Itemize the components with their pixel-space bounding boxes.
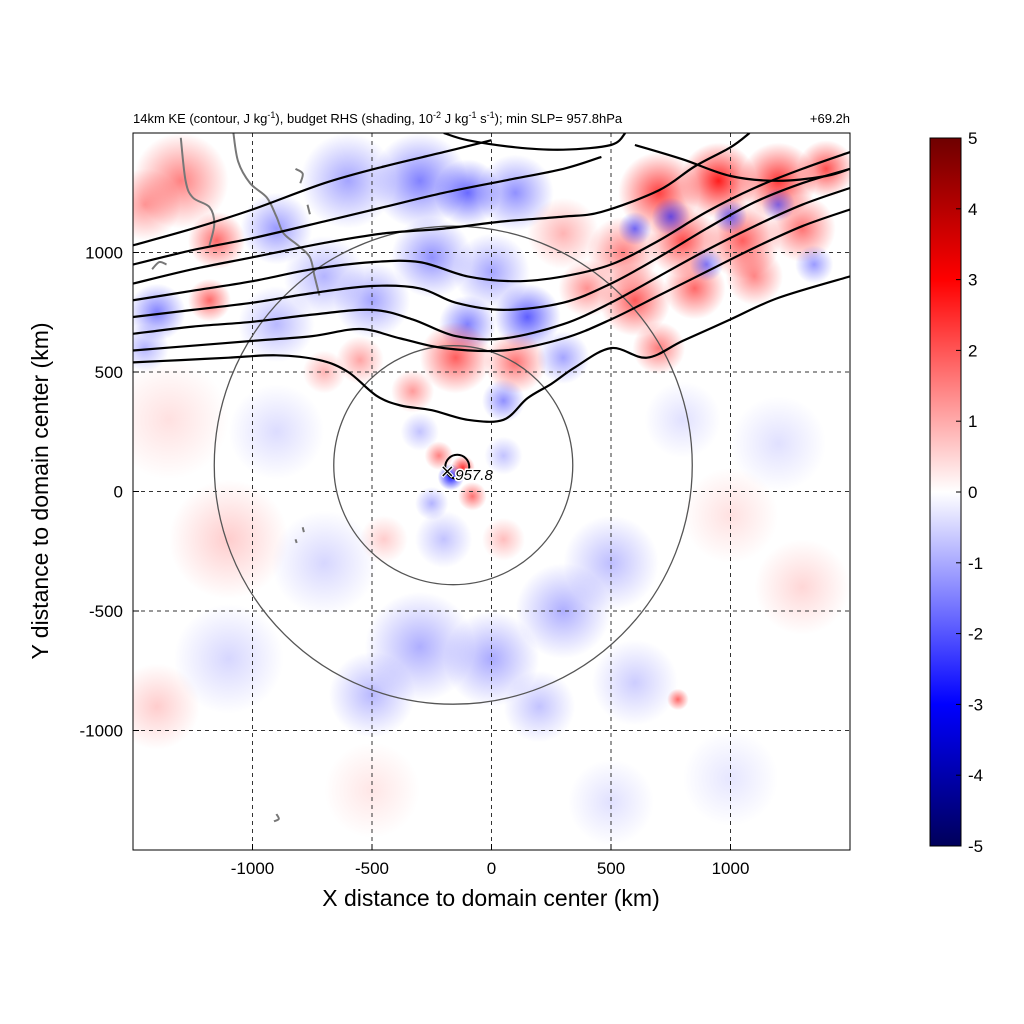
coastline-2 bbox=[151, 260, 167, 270]
y-axis-ticks: -1000 -500 0 500 1000 bbox=[80, 244, 139, 741]
y-tick-label-1: -500 bbox=[89, 602, 123, 621]
ke-contour-9 bbox=[634, 143, 850, 182]
coastline-6 bbox=[301, 527, 305, 533]
colorbar-tick-label-0: -5 bbox=[968, 837, 983, 856]
ke-contour-2 bbox=[133, 133, 751, 285]
shading-blob-38 bbox=[632, 321, 686, 375]
shading-blob-55 bbox=[271, 510, 377, 616]
chart-time-label: +69.2h bbox=[810, 111, 850, 126]
shading-blob-36 bbox=[725, 247, 784, 306]
shading-blob-74 bbox=[567, 759, 655, 846]
chart-title: 14km KE (contour, J kg-1), budget RHS (s… bbox=[133, 110, 623, 126]
colorbar-tick-label-7: 2 bbox=[968, 341, 977, 360]
ke-contour-5 bbox=[133, 186, 850, 341]
shading-blob-60 bbox=[133, 663, 200, 750]
shading-blob-48 bbox=[458, 481, 487, 511]
ke-contour-0 bbox=[133, 139, 492, 247]
storm-center: × 957.8 bbox=[439, 453, 495, 485]
shading-blob-5 bbox=[240, 192, 313, 265]
shading-blob-2 bbox=[133, 168, 181, 241]
colorbar-ticks: -5 -4 -3 -2 -1 0 1 2 3 4 5 bbox=[956, 129, 983, 856]
ke-contour-6 bbox=[133, 208, 850, 353]
x-tick-label-3: 500 bbox=[597, 859, 625, 878]
storm-center-label: 957.8 bbox=[455, 467, 493, 484]
shading-blob-6 bbox=[300, 133, 396, 229]
colorbar-tick-label-2: -3 bbox=[968, 695, 983, 714]
shading-blob-67 bbox=[591, 639, 678, 726]
shading-blob-75 bbox=[644, 381, 721, 459]
shading-blob-53 bbox=[481, 517, 525, 561]
shading-blob-34 bbox=[599, 264, 671, 337]
shading-blob-56 bbox=[168, 479, 289, 600]
ke-contour-8 bbox=[443, 133, 627, 151]
shading-blob-27 bbox=[680, 142, 757, 220]
y-axis-label: Y distance to domain center (km) bbox=[27, 322, 53, 659]
coastline-7 bbox=[294, 538, 298, 544]
y-tick-label-4: 1000 bbox=[85, 244, 123, 263]
shading-blob-37 bbox=[558, 259, 616, 318]
shading-blob-24 bbox=[391, 369, 435, 413]
x-tick-label-2: 0 bbox=[487, 859, 496, 878]
colorbar-tick-label-4: -1 bbox=[968, 554, 983, 573]
shading-blob-41 bbox=[689, 247, 724, 282]
shading-blob-43 bbox=[618, 211, 652, 246]
colorbar-tick-label-10: 5 bbox=[968, 129, 977, 148]
shading-blob-25 bbox=[481, 379, 525, 423]
shading-blob-70 bbox=[754, 539, 850, 635]
coastline-1 bbox=[179, 137, 216, 246]
coastline-3 bbox=[294, 168, 304, 184]
y-tick-label-0: -1000 bbox=[80, 722, 123, 741]
shading-blob-50 bbox=[400, 412, 439, 451]
x-axis-ticks: -1000 -500 0 500 1000 bbox=[231, 844, 750, 878]
shading-blob-23 bbox=[536, 331, 590, 384]
shading-blob-72 bbox=[682, 730, 779, 827]
shading-blob-52 bbox=[415, 510, 473, 568]
shading-blob-66 bbox=[503, 670, 576, 743]
coastline-5 bbox=[273, 813, 280, 823]
shading-blob-9 bbox=[477, 154, 554, 231]
ke-contour-3 bbox=[133, 151, 850, 302]
y-tick-label-3: 500 bbox=[95, 363, 123, 382]
shading-blob-20 bbox=[302, 350, 346, 394]
range-rings bbox=[213, 225, 693, 705]
shading-blob-64 bbox=[563, 515, 659, 611]
coastline-0 bbox=[232, 133, 321, 296]
ke-contour-7 bbox=[133, 275, 850, 423]
colorbar-tick-label-3: -2 bbox=[968, 625, 983, 644]
range-ring-1 bbox=[213, 225, 693, 705]
coastlines bbox=[151, 133, 321, 823]
shading-blob-68 bbox=[667, 688, 689, 711]
colorbar-tick-label-6: 1 bbox=[968, 412, 977, 431]
y-tick-label-2: 0 bbox=[114, 483, 123, 502]
ke-contour-1 bbox=[133, 155, 602, 266]
shading-blob-59 bbox=[173, 603, 284, 714]
shading-blob-44 bbox=[795, 245, 834, 284]
shading-blob-69 bbox=[682, 467, 779, 564]
storm-center-marker: × bbox=[440, 461, 455, 482]
colorbar-tick-label-8: 3 bbox=[968, 271, 977, 290]
x-tick-label-1: -500 bbox=[355, 859, 389, 878]
shading-blob-51 bbox=[484, 436, 523, 475]
ke-contour-4 bbox=[133, 167, 850, 319]
ke-contours bbox=[133, 133, 850, 423]
shading-blob-71 bbox=[730, 395, 827, 492]
colorbar-tick-label-9: 4 bbox=[968, 200, 977, 219]
storm-center-contour bbox=[444, 453, 471, 480]
shading-blob-57 bbox=[133, 360, 229, 480]
colorbar-tick-label-1: -4 bbox=[968, 766, 983, 785]
shading-blob-12 bbox=[238, 285, 315, 363]
x-tick-label-4: 1000 bbox=[712, 859, 750, 878]
shading-blob-29 bbox=[797, 140, 850, 198]
shading-blob-58 bbox=[228, 383, 325, 480]
x-tick-label-0: -1000 bbox=[231, 859, 274, 878]
shading-blob-39 bbox=[651, 197, 690, 236]
colorbar-tick-label-5: 0 bbox=[968, 483, 977, 502]
range-ring-0 bbox=[333, 345, 574, 586]
coastline-4 bbox=[306, 204, 311, 215]
plot-area: × 957.8 bbox=[133, 133, 850, 850]
x-axis-label: X distance to domain center (km) bbox=[322, 885, 659, 911]
shading-blob-13 bbox=[391, 216, 473, 298]
shading-blob-11 bbox=[333, 262, 411, 339]
